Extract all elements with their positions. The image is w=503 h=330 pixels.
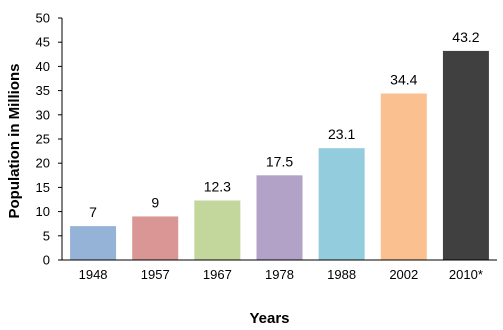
x-tick-label: 2010*: [449, 267, 483, 282]
y-tick-label: 45: [36, 35, 50, 50]
x-tick-label: 1967: [203, 267, 232, 282]
x-axis-title: Years: [249, 310, 289, 327]
data-label: 12.3: [204, 178, 231, 194]
data-label: 17.5: [266, 153, 293, 169]
x-tick-label: 1957: [141, 267, 170, 282]
y-axis-ticks: 0 5 10 15 20 25 30 35 40 45 50: [36, 11, 62, 268]
y-tick-label: 10: [36, 204, 50, 219]
data-label: 34.4: [390, 72, 417, 88]
y-tick-label: 30: [36, 107, 50, 122]
y-axis-title: Population in Millions: [6, 64, 23, 219]
bar: [256, 175, 303, 260]
y-tick-label: 0: [43, 253, 50, 268]
x-tick-label: 1948: [79, 267, 108, 282]
y-tick-label: 20: [36, 156, 50, 171]
y-tick-label: 25: [36, 132, 50, 147]
data-label: 43.2: [452, 29, 479, 45]
data-labels: 7 9 12.3 17.5 23.1 34.4 43.2: [89, 29, 480, 220]
bars: [70, 50, 489, 260]
bar: [442, 50, 489, 260]
x-tick-label: 1978: [265, 267, 294, 282]
y-tick-label: 40: [36, 59, 50, 74]
bar: [194, 200, 241, 260]
data-label: 7: [89, 204, 97, 220]
data-label: 23.1: [328, 126, 355, 142]
y-tick-label: 15: [36, 180, 50, 195]
bar: [70, 226, 117, 260]
data-label: 9: [151, 194, 159, 210]
bar: [132, 216, 179, 260]
y-tick-label: 5: [43, 228, 50, 243]
x-axis-ticks: 1948 1957 1967 1978 1988 2002 2010*: [79, 267, 483, 282]
y-tick-label: 50: [36, 11, 50, 26]
bar: [318, 148, 365, 260]
y-tick-label: 35: [36, 83, 50, 98]
bar: [380, 93, 427, 260]
x-tick-label: 1988: [327, 267, 356, 282]
x-tick-label: 2002: [389, 267, 418, 282]
